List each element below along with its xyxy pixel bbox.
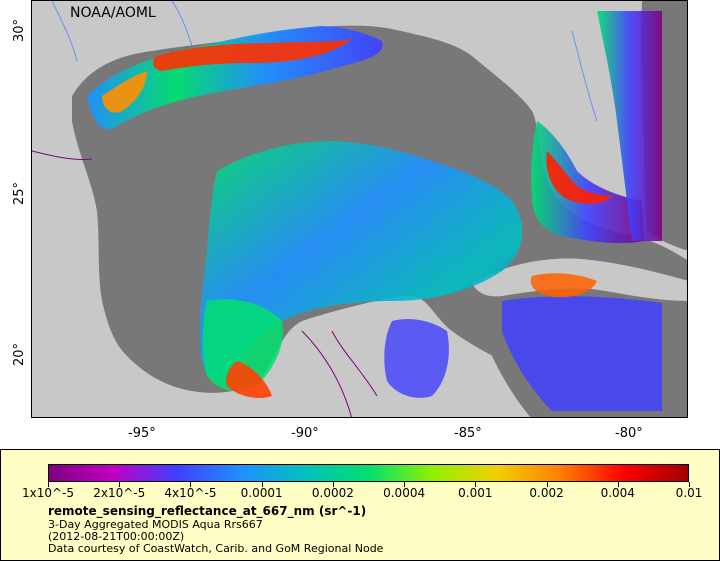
high-reflectance-cuba — [530, 273, 597, 298]
y-tick-20: 20° — [12, 342, 27, 366]
legend-panel: 1x10^-5 2x10^-5 4x10^-5 0.0001 0.0002 0.0004 0… — [0, 449, 720, 561]
rivers — [51, 1, 598, 122]
high-reflectance-louisiana — [152, 39, 352, 71]
colorbar-tick-label: 0.001 — [458, 486, 493, 500]
map-canvas[interactable] — [32, 1, 688, 418]
x-tick-85: -85° — [454, 426, 482, 441]
colorbar-tick — [617, 482, 619, 487]
legend-title: remote_sensing_reflectance_at_667_nm (sr… — [48, 504, 367, 518]
colorbar-tick-label: 1x10^-5 — [21, 486, 75, 500]
data-swath-caribbean — [502, 296, 662, 411]
colorbar-tick — [332, 482, 334, 487]
high-reflectance-texas — [102, 71, 147, 113]
colorbar-tick — [261, 482, 263, 487]
credit-label: NOAA/AOML — [70, 5, 156, 21]
data-swath-yucatan — [384, 319, 449, 398]
x-tick-95: -95° — [128, 426, 156, 441]
colorbar — [48, 464, 689, 482]
colorbar-tick-label: 0.0001 — [240, 486, 283, 500]
legend-line-2: (2012-08-21T00:00:00Z) — [48, 530, 185, 543]
colorbar-tick — [475, 482, 477, 487]
colorbar-tick — [48, 482, 49, 487]
yucatan-peninsula — [272, 301, 412, 417]
colorbar-tick — [190, 482, 192, 487]
colorbar-tick — [404, 482, 406, 487]
colorbar-tick-label: 0.002 — [529, 486, 564, 500]
y-tick-30: 30° — [12, 18, 27, 42]
colorbar-tick-label: 0.01 — [675, 486, 703, 500]
political-borders — [32, 150, 378, 417]
colorbar-tick-label: 0.0002 — [311, 486, 354, 500]
colorbar-tick-label: 2x10^-5 — [93, 486, 146, 500]
florida-peninsula — [532, 1, 642, 196]
legend-line-1: 3-Day Aggregated MODIS Aqua Rrs667 — [48, 518, 263, 531]
data-swath-east-florida — [597, 11, 662, 241]
high-reflectance-campeche — [226, 361, 272, 398]
data-swath-florida-shelf — [531, 121, 644, 244]
colorbar-tick-label: 4x10^-5 — [164, 486, 217, 500]
x-tick-80: -80° — [615, 426, 643, 441]
colorbar-tick — [546, 482, 548, 487]
x-tick-90: -90° — [291, 426, 319, 441]
colorbar-tick — [119, 482, 121, 487]
colorbar-tick-label: 0.004 — [600, 486, 635, 500]
y-tick-25: 25° — [12, 181, 27, 205]
legend-line-3: Data courtesy of CoastWatch, Carib. and … — [48, 542, 384, 555]
colorbar-tick — [689, 482, 690, 487]
map-panel[interactable]: NOAA/AOML — [31, 0, 688, 418]
high-reflectance-florida — [546, 151, 612, 204]
colorbar-tick-label: 0.0004 — [383, 486, 426, 500]
data-swath-mexico-coast — [202, 299, 283, 392]
